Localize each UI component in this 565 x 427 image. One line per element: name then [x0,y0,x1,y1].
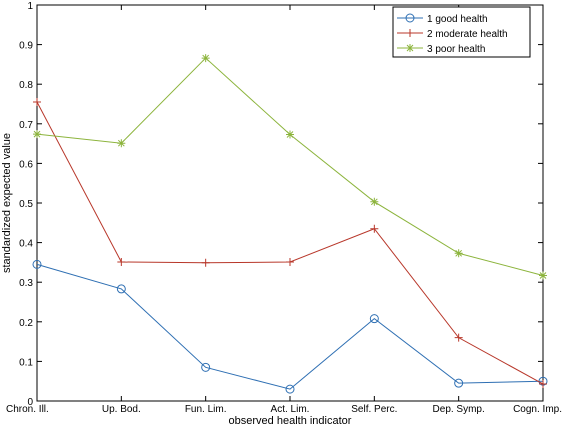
x-tick-label: Self. Perc. [351,404,397,415]
legend-box [392,6,531,58]
y-tick-label: 0.9 [19,41,33,52]
data-point [370,197,379,206]
data-point [539,379,547,388]
data-point [539,271,547,280]
data-point [454,333,463,342]
data-point [117,258,126,267]
y-tick-label: 0.7 [19,120,33,131]
data-point [201,258,210,267]
plot-area [36,4,544,402]
series-2 [33,98,547,388]
data-point [370,224,379,233]
data-point [454,378,464,388]
series-line [36,263,544,390]
legend-label: 3 poor health [427,44,485,55]
y-axis: 0 0.1 0.2 0.3 0.4 0.5 0.6 0.7 0.8 0.9 1 [19,1,543,408]
data-point [285,384,295,394]
data-point [286,258,294,267]
data-point [405,13,415,23]
y-tick-label: 0 [27,397,33,408]
series-3 [33,54,547,280]
x-tick-label: Fun. Lim. [185,404,227,415]
y-axis-label: standardized expected value [1,133,13,273]
y-tick-label: 0.5 [19,199,33,210]
data-point [117,139,126,148]
legend-label: 2 moderate health [427,29,508,40]
data-point [32,259,42,269]
data-point [286,130,294,139]
x-tick-label: Chron. Ill. [6,404,49,415]
y-tick-label: 1 [27,1,33,12]
series-1 [32,259,548,394]
y-tick-label: 0.3 [19,278,33,289]
data-point [201,362,211,372]
y-tick-label: 0.8 [19,80,33,91]
data-point [116,284,126,294]
x-tick-label: Cogn. Imp. [513,404,562,415]
data-point [201,54,210,63]
x-tick-label: Dep. Symp. [433,404,485,415]
data-point [369,314,379,324]
y-tick-label: 0.1 [19,357,33,368]
data-point [406,44,414,52]
legend: 1 good health 2 moderate health 3 poor hea… [392,6,531,58]
legend-label: 1 good health [427,14,488,25]
y-tick-label: 0.6 [19,159,33,170]
legend-entry: 2 moderate health [397,29,508,40]
y-tick-label: 0.4 [19,239,33,250]
series-layer [32,54,548,394]
legend-entry: 3 poor health [397,44,485,55]
x-tick-label: Up. Bod. [102,404,141,415]
legend-entry: 1 good health [397,13,488,25]
x-axis-label: observed health indicator [229,415,352,427]
x-tick-label: Act. Lim. [271,404,310,415]
data-point [406,29,414,37]
y-tick-label: 0.2 [19,318,33,329]
data-point [33,98,41,107]
data-point [33,130,41,139]
data-point [454,249,463,258]
